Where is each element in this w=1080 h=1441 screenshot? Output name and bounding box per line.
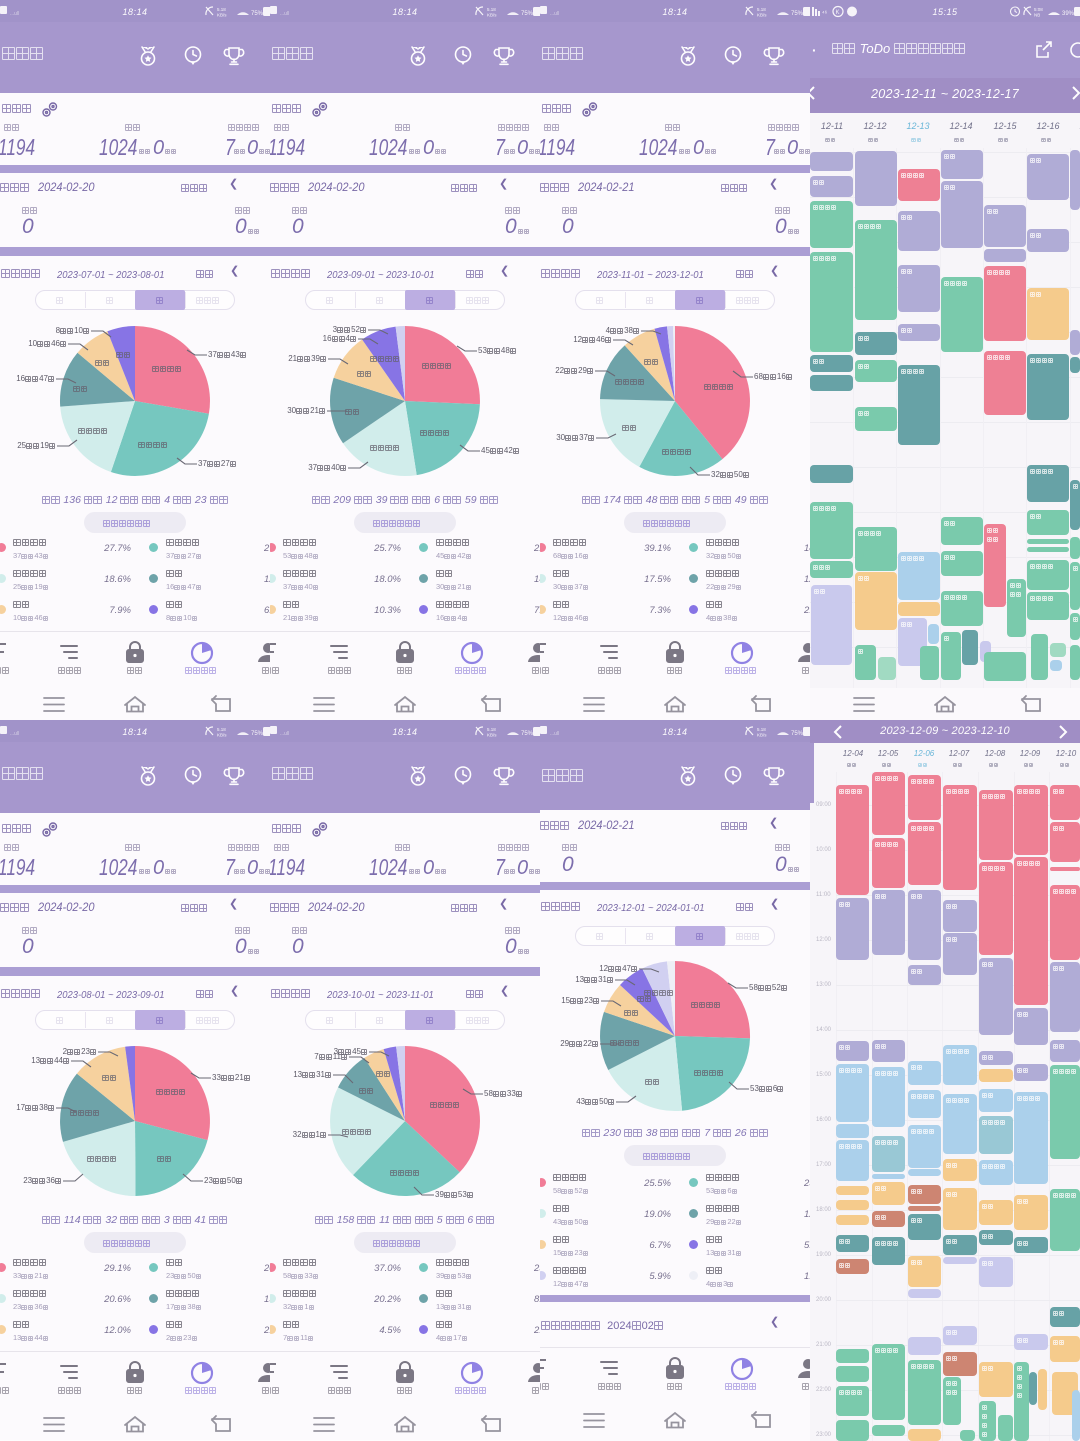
svg-text:...ull: ...ull xyxy=(280,11,289,17)
svg-text:K: K xyxy=(836,10,840,16)
svg-text:...ull: ...ull xyxy=(280,731,289,737)
svg-text:75%: 75% xyxy=(791,731,804,737)
svg-text:39%: 39% xyxy=(1062,11,1075,17)
svg-text:...ull: ...ull xyxy=(550,11,559,17)
svg-text:...ull: ...ull xyxy=(10,11,19,17)
svg-text:...ull: ...ull xyxy=(10,731,19,737)
svg-text:KB/s: KB/s xyxy=(487,13,497,18)
svg-text:75%: 75% xyxy=(791,11,804,17)
svg-text:KB/s: KB/s xyxy=(217,13,227,18)
svg-text:⁴⁶: ⁴⁶ xyxy=(822,10,828,17)
svg-text:75%: 75% xyxy=(521,731,534,737)
svg-text:NB: NB xyxy=(1034,13,1040,18)
svg-text:5:08: 5:08 xyxy=(1034,7,1043,12)
svg-text:KB/s: KB/s xyxy=(757,13,767,18)
svg-text:75%: 75% xyxy=(251,11,264,17)
svg-text:5.18: 5.18 xyxy=(487,727,496,732)
svg-text:...ull: ...ull xyxy=(550,731,559,737)
svg-text:75%: 75% xyxy=(251,731,264,737)
svg-text:5.18: 5.18 xyxy=(757,7,766,12)
svg-text:KB/s: KB/s xyxy=(217,733,227,738)
svg-text:5.18: 5.18 xyxy=(487,7,496,12)
svg-text:5.18: 5.18 xyxy=(217,727,226,732)
svg-text:KB/s: KB/s xyxy=(487,733,497,738)
svg-text:75%: 75% xyxy=(521,11,534,17)
svg-text:5.18: 5.18 xyxy=(217,7,226,12)
svg-text:KB/s: KB/s xyxy=(757,733,767,738)
svg-text:5.18: 5.18 xyxy=(757,727,766,732)
